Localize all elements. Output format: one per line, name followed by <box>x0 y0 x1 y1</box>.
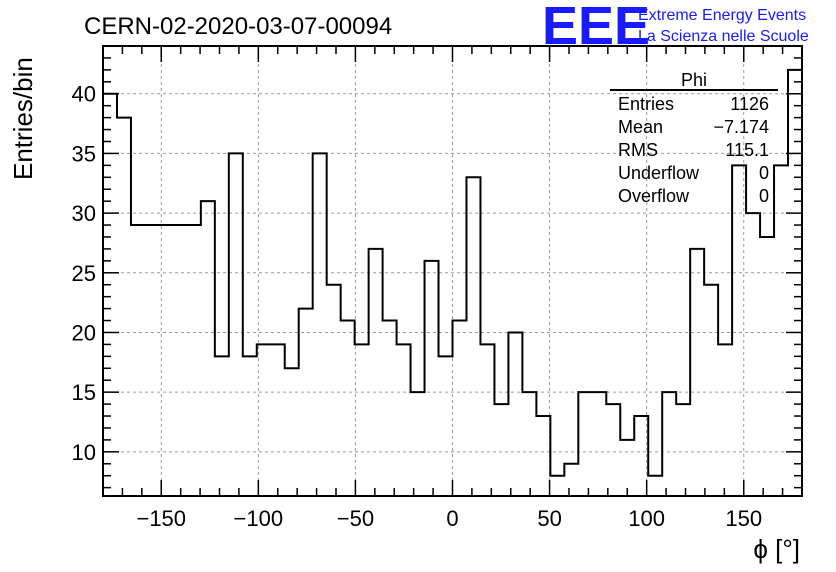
stats-value: 0 <box>759 163 769 183</box>
x-tick-label: −100 <box>234 506 284 531</box>
stats-value: 0 <box>759 186 769 206</box>
y-tick-label: 15 <box>72 380 96 405</box>
stats-value: 115.1 <box>725 140 769 160</box>
x-tick-label: 50 <box>537 506 561 531</box>
stats-label: Overflow <box>618 186 690 206</box>
stats-label: Mean <box>618 117 663 137</box>
stats-name: Phi <box>681 70 707 90</box>
y-tick-label: 10 <box>72 440 96 465</box>
histogram-line <box>103 68 802 477</box>
y-axis-label: Entries/bin <box>8 57 38 180</box>
x-tick-label: −50 <box>337 506 374 531</box>
y-tick-label: 35 <box>72 141 96 166</box>
y-tick-label: 25 <box>72 261 96 286</box>
y-tick-label: 20 <box>72 320 96 345</box>
x-tick-label: 100 <box>628 506 665 531</box>
stats-label: Entries <box>618 94 674 114</box>
y-axis: 10 15 20 25 30 35 40 <box>72 45 802 489</box>
x-tick-label: −150 <box>136 506 186 531</box>
stats-label: Underflow <box>618 163 700 183</box>
logo-line-1: Extreme Energy Events <box>638 7 806 24</box>
stats-label: RMS <box>618 140 658 160</box>
x-axis: −150 −100 −50 0 50 100 150 <box>102 46 803 531</box>
y-tick-label: 40 <box>72 82 96 107</box>
logo-text: EEE <box>542 0 650 56</box>
stats-value: −7.174 <box>713 117 769 137</box>
y-tick-label: 30 <box>72 201 96 226</box>
stats-box: Phi Entries 1126 Mean −7.174 RMS 115.1 Underfl… <box>610 70 778 206</box>
x-tick-label: 150 <box>725 506 762 531</box>
chart-title: CERN-02-2020-03-07-00094 <box>84 13 392 40</box>
grid-lines <box>103 46 802 496</box>
stats-value: 1126 <box>730 94 769 114</box>
logo-line-2: La Scienza nelle Scuole <box>638 28 809 45</box>
eee-logo: EEE Extreme Energy Events La Scienza nel… <box>542 0 809 56</box>
x-tick-label: 0 <box>446 506 458 531</box>
x-axis-label: ϕ [°] <box>753 534 800 564</box>
